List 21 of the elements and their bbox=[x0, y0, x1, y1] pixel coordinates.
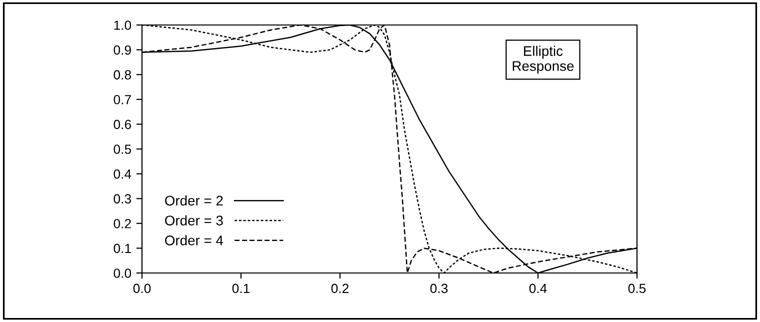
y-tick-label: 0.2 bbox=[114, 218, 131, 228]
y-tick-label: 0.1 bbox=[114, 244, 131, 254]
y-tick-label: 0.4 bbox=[114, 169, 132, 179]
x-tick-label: 0.5 bbox=[628, 284, 646, 294]
legend-label: Order = 2 bbox=[165, 195, 223, 206]
y-tick-label: 0.3 bbox=[114, 194, 132, 204]
y-tick-label: 0.9 bbox=[114, 45, 131, 55]
annotation: Elliptic Response bbox=[512, 46, 574, 74]
y-tick-label: 0.6 bbox=[114, 120, 132, 130]
y-tick-label: 1.0 bbox=[114, 20, 132, 30]
x-tick-label: 0.2 bbox=[331, 284, 349, 294]
y-tick-label: 0.0 bbox=[114, 268, 132, 278]
legend-label: Order = 3 bbox=[165, 215, 223, 226]
y-tick-label: 0.5 bbox=[114, 144, 132, 154]
y-tick-label: 0.8 bbox=[114, 70, 132, 80]
x-tick-label: 0.0 bbox=[133, 284, 151, 294]
x-tick-label: 0.1 bbox=[232, 284, 250, 294]
x-tick-label: 0.3 bbox=[430, 284, 448, 294]
y-tick-label: 0.7 bbox=[114, 94, 131, 104]
x-tick-label: 0.4 bbox=[529, 284, 547, 294]
legend-label: Order = 4 bbox=[165, 235, 224, 246]
